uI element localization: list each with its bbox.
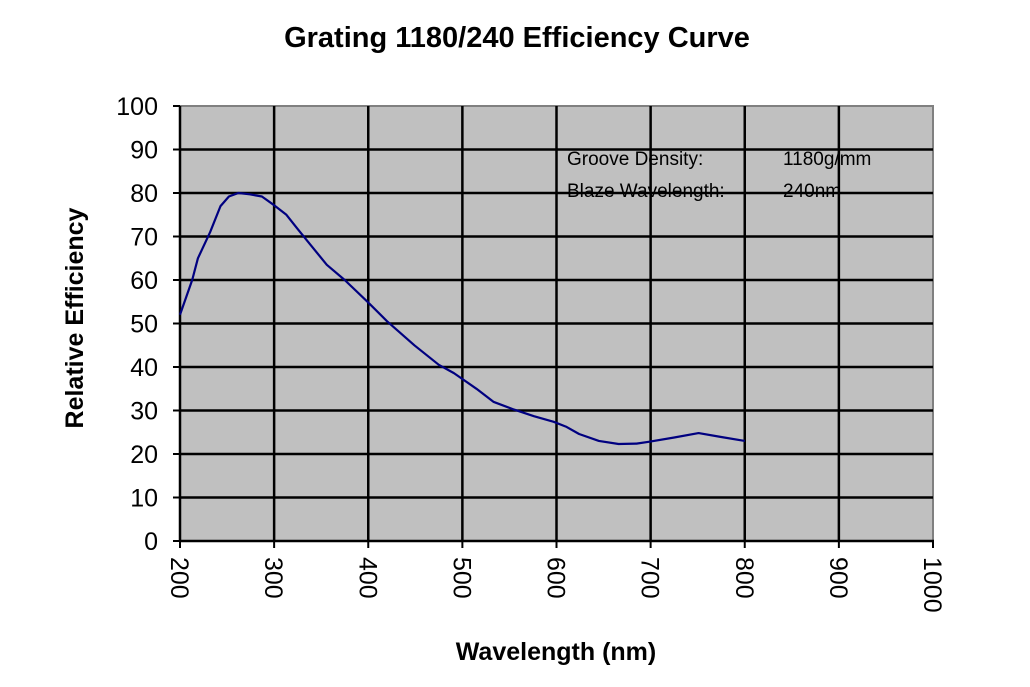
x-axis-label: Wavelength (nm): [456, 638, 656, 666]
annotation-blaze-value: 240nm: [783, 181, 841, 202]
x-tick-labels: 200 300 400 500 600 700 800 900 1000: [165, 557, 946, 613]
x-tick-label: 1000: [918, 557, 946, 613]
y-tick-label: 80: [130, 180, 158, 208]
annotation-groove-value: 1180g/mm: [783, 149, 871, 170]
x-tick-label: 200: [165, 557, 193, 599]
y-tick-label: 60: [130, 267, 158, 295]
x-tick-label: 400: [353, 557, 381, 599]
annotation-groove-label: Groove Density:: [567, 149, 703, 170]
y-tick-label: 90: [130, 137, 158, 165]
annotation-box: Groove Density: 1180g/mm Blaze Wavelengt…: [567, 149, 871, 202]
axes: [173, 105, 934, 548]
annotation-blaze-label: Blaze Wavelength:: [567, 181, 725, 202]
x-tick-label: 300: [259, 557, 287, 599]
x-tick-label: 700: [636, 557, 664, 599]
y-tick-labels: 0 10 20 30 40 50 60 70 80 90 100: [116, 93, 158, 556]
x-tick-label: 500: [447, 557, 475, 599]
y-tick-label: 0: [144, 528, 158, 556]
y-tick-label: 50: [130, 311, 158, 339]
y-tick-label: 40: [130, 354, 158, 382]
y-tick-label: 30: [130, 398, 158, 426]
chart-title: Grating 1180/240 Efficiency Curve: [284, 22, 750, 54]
x-tick-label: 800: [730, 557, 758, 599]
y-tick-label: 100: [116, 93, 158, 121]
y-tick-label: 10: [130, 485, 158, 513]
y-gridlines: [180, 148, 933, 499]
efficiency-series-line: [178, 191, 745, 446]
x-tick-label: 600: [542, 557, 570, 599]
y-axis-label: Relative Efficiency: [61, 207, 89, 428]
x-tick-label: 900: [824, 557, 852, 599]
y-tick-label: 70: [130, 224, 158, 252]
y-tick-label: 20: [130, 441, 158, 469]
